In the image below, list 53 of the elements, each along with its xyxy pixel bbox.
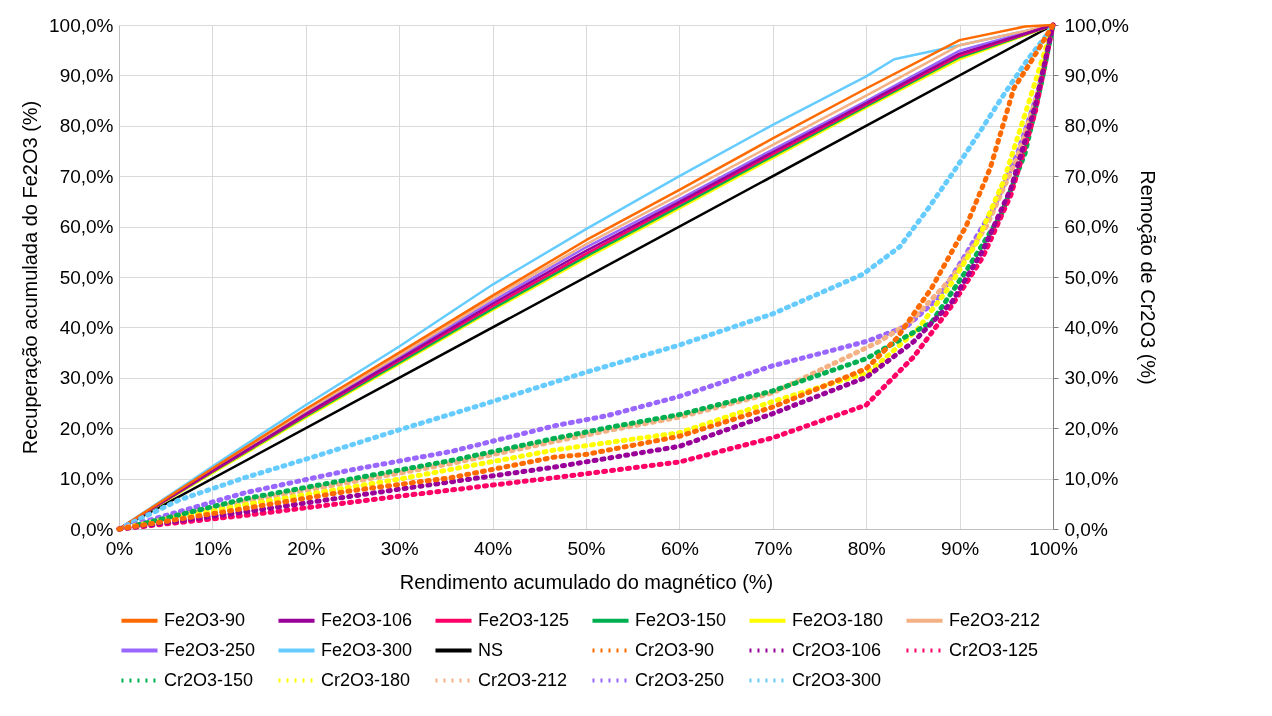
y-tick-label: 0,0% (70, 518, 114, 540)
legend-label: Fe2O3-125 (478, 609, 570, 630)
y2-tick-label: 50,0% (1064, 266, 1119, 288)
legend-label: Cr2O3-212 (478, 669, 568, 690)
y2-tick-label: 60,0% (1064, 216, 1119, 238)
y2-axis-title: Remoção de Cr2O3 (%) (1136, 170, 1159, 385)
legend-label: Fe2O3-106 (321, 609, 413, 630)
y-tick-label: 20,0% (59, 417, 114, 439)
legend-label: Fe2O3-300 (321, 639, 413, 660)
legend-label: Cr2O3-180 (321, 669, 411, 690)
y-tick-label: 100,0% (49, 14, 114, 36)
x-tick-label: 40% (474, 537, 513, 559)
x-tick-label: 70% (754, 537, 793, 559)
y2-tick-label: 90,0% (1064, 64, 1119, 86)
y2-tick-label: 40,0% (1064, 316, 1119, 338)
x-tick-label: 30% (380, 537, 419, 559)
legend-label: Fe2O3-180 (792, 609, 884, 630)
legend-label: Fe2O3-250 (164, 639, 256, 660)
y-tick-label: 90,0% (59, 64, 114, 86)
x-tick-label: 20% (287, 537, 326, 559)
y-tick-label: 10,0% (59, 468, 114, 490)
legend-label: NS (478, 639, 504, 660)
y-tick-label: 60,0% (59, 216, 114, 238)
y-tick-label: 50,0% (59, 266, 114, 288)
legend-label: Cr2O3-125 (949, 639, 1039, 660)
y2-tick-label: 10,0% (1064, 468, 1119, 490)
y2-tick-label: 20,0% (1064, 417, 1119, 439)
x-axis-title: Rendimento acumulado do magnético (%) (399, 570, 774, 593)
y-axis-title: Recuperação acumulada do Fe2O3 (%) (19, 100, 42, 455)
x-tick-label: 50% (567, 537, 606, 559)
x-tick-label: 60% (660, 537, 700, 559)
legend-label: Fe2O3-150 (635, 609, 727, 630)
y2-tick-label: 0,0% (1064, 518, 1108, 540)
y2-tick-label: 30,0% (1064, 367, 1119, 389)
y2-tick-label: 80,0% (1064, 115, 1119, 137)
y-tick-label: 80,0% (59, 115, 114, 137)
y-tick-label: 30,0% (59, 367, 114, 389)
y2-tick-label: 100,0% (1064, 14, 1130, 36)
legend-label: Cr2O3-106 (792, 639, 882, 660)
y2-tick-label: 70,0% (1064, 165, 1119, 187)
x-tick-label: 90% (941, 537, 980, 559)
legend-label: Cr2O3-150 (164, 669, 254, 690)
legend-label: Cr2O3-250 (635, 669, 725, 690)
legend-label: Cr2O3-300 (792, 669, 882, 690)
y-tick-label: 70,0% (59, 165, 114, 187)
y-tick-label: 40,0% (59, 316, 114, 338)
legend-label: Fe2O3-90 (164, 609, 246, 630)
legend-label: Fe2O3-212 (949, 609, 1041, 630)
x-tick-label: 10% (193, 537, 233, 559)
x-tick-label: 100% (1029, 537, 1078, 559)
x-tick-label: 0% (105, 537, 134, 559)
legend-label: Cr2O3-90 (635, 639, 715, 660)
x-tick-label: 80% (847, 537, 886, 559)
